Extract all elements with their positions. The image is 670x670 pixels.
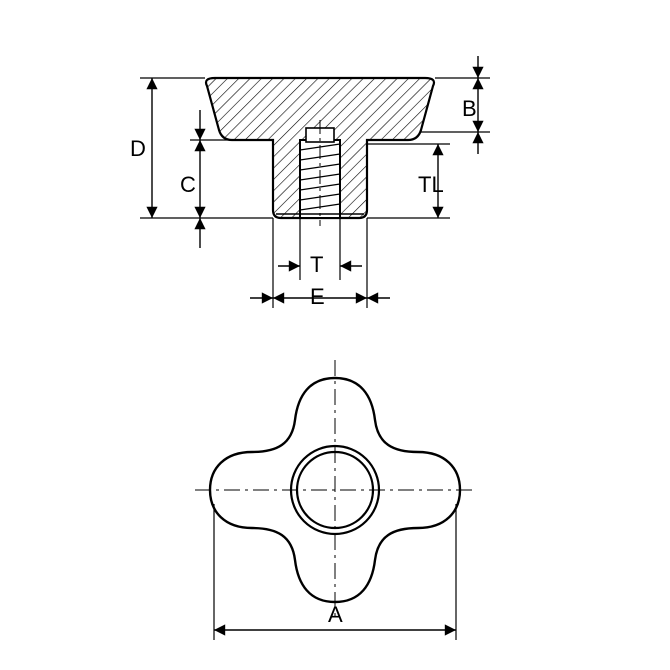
label-C: C <box>180 172 196 198</box>
label-B: B <box>462 96 477 122</box>
top-view <box>195 360 475 640</box>
technical-drawing: D C B TL T E A <box>0 0 670 670</box>
drawing-svg <box>0 0 670 670</box>
label-T: T <box>310 252 323 278</box>
label-D: D <box>130 136 146 162</box>
label-TL: TL <box>418 172 444 198</box>
label-E: E <box>310 284 325 310</box>
label-A: A <box>328 602 343 628</box>
